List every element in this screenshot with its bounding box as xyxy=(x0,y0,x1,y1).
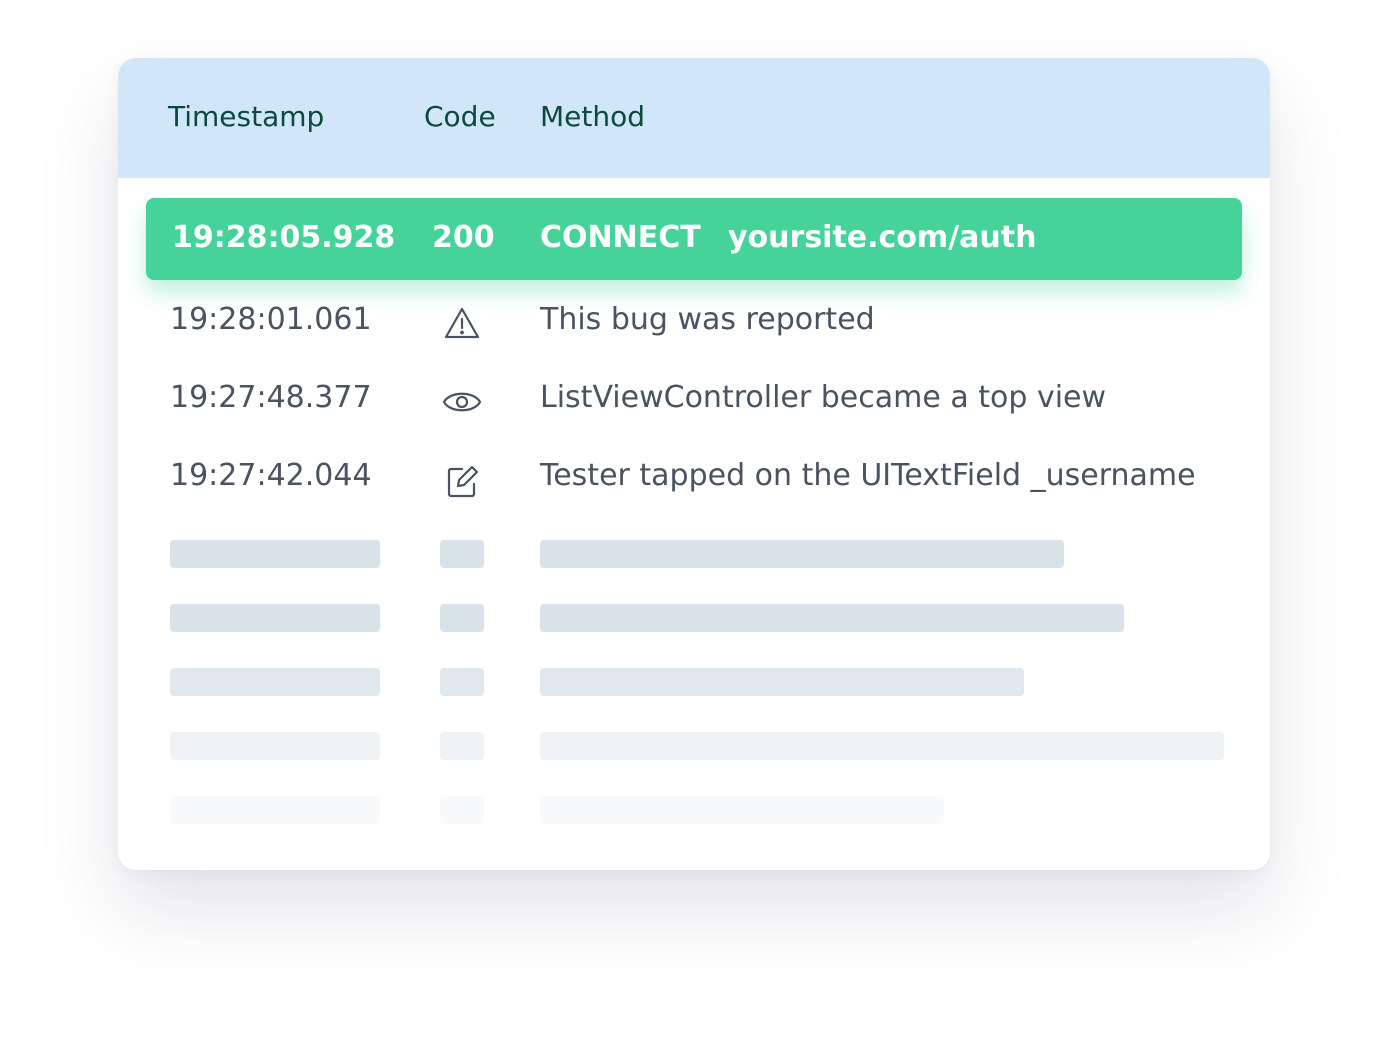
placeholder-bar xyxy=(540,668,1024,696)
eye-icon xyxy=(442,392,482,412)
column-timestamp[interactable]: Timestamp xyxy=(168,100,325,133)
status-code: 200 xyxy=(432,220,495,255)
timestamp: 19:28:01.061 xyxy=(170,302,372,337)
placeholder-bar xyxy=(440,796,484,824)
warning-icon xyxy=(444,307,480,339)
placeholder-bar xyxy=(440,540,484,568)
selected-log-row[interactable]: 19:28:05.928 200 CONNECT yoursite.com/au… xyxy=(146,198,1242,280)
placeholder-bar xyxy=(170,668,380,696)
timestamp: 19:28:05.928 xyxy=(172,220,396,255)
message: Tester tapped on the UITextField _userna… xyxy=(540,458,1196,493)
placeholder-bar xyxy=(440,668,484,696)
log-row[interactable]: 19:27:48.377 ListViewController became a… xyxy=(118,380,1270,420)
timestamp: 19:27:48.377 xyxy=(170,380,372,415)
placeholder-bar xyxy=(440,604,484,632)
placeholder-bar xyxy=(540,604,1124,632)
table-header: Timestamp Code Method xyxy=(118,58,1270,178)
placeholder-bar xyxy=(540,796,944,824)
placeholder-bar xyxy=(170,796,380,824)
placeholder-bar xyxy=(440,732,484,760)
placeholder-bar xyxy=(540,732,1224,760)
message: ListViewController became a top view xyxy=(540,380,1107,415)
placeholder-bar xyxy=(170,604,380,632)
column-code[interactable]: Code xyxy=(424,100,496,133)
placeholder-bar xyxy=(540,540,1064,568)
url: yoursite.com/auth xyxy=(728,220,1037,255)
placeholder-bar xyxy=(170,540,380,568)
placeholder-bar xyxy=(170,732,380,760)
method: CONNECT xyxy=(540,220,701,255)
column-method[interactable]: Method xyxy=(540,100,646,133)
log-card: Timestamp Code Method 19:28:05.928 200 C… xyxy=(118,58,1270,870)
edit-icon xyxy=(447,465,479,498)
timestamp: 19:27:42.044 xyxy=(170,458,372,493)
message: This bug was reported xyxy=(540,302,875,337)
log-row[interactable]: 19:27:42.044 Tester tapped on the UIText… xyxy=(118,458,1270,498)
log-row[interactable]: 19:28:01.061 This bug was reported xyxy=(118,302,1270,342)
